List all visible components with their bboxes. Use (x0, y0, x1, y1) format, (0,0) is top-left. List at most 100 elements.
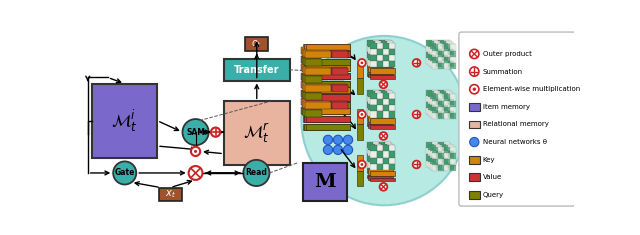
Circle shape (211, 128, 220, 137)
Bar (440, 144, 446, 150)
Bar (432, 148, 438, 154)
Bar (372, 52, 379, 58)
Bar (332, 51, 348, 58)
Bar (303, 59, 349, 65)
Bar (444, 161, 451, 167)
Bar (369, 144, 374, 150)
Bar (381, 47, 387, 54)
Bar (387, 156, 393, 162)
Bar (438, 154, 444, 161)
Bar (385, 148, 391, 154)
Bar (304, 73, 349, 79)
Bar (440, 54, 446, 60)
Bar (369, 54, 374, 60)
Circle shape (358, 59, 365, 67)
Bar (303, 73, 349, 79)
Bar (385, 161, 391, 167)
Circle shape (323, 135, 333, 145)
Bar (303, 75, 321, 82)
Bar (428, 60, 434, 66)
FancyBboxPatch shape (459, 32, 575, 206)
Bar (372, 40, 379, 46)
Bar (450, 107, 456, 113)
Bar (379, 52, 385, 58)
Bar (383, 61, 389, 67)
Bar (381, 150, 387, 156)
Text: Value: Value (483, 174, 502, 180)
Bar (428, 144, 434, 150)
Bar (434, 60, 440, 66)
Bar (432, 142, 438, 148)
Bar (444, 52, 451, 58)
Bar (444, 108, 451, 114)
Text: $\mathcal{M}_t^r$: $\mathcal{M}_t^r$ (243, 121, 270, 145)
Bar (381, 110, 387, 116)
Bar (387, 47, 393, 54)
Bar (387, 110, 393, 116)
Bar (302, 99, 329, 106)
Bar (304, 124, 349, 130)
Bar (379, 161, 385, 167)
Bar (328, 81, 344, 88)
Bar (369, 41, 374, 47)
Bar (434, 150, 440, 156)
Bar (434, 144, 440, 150)
Bar (444, 57, 450, 63)
Bar (436, 111, 442, 118)
Text: $x_t$: $x_t$ (164, 188, 175, 200)
Bar (444, 102, 451, 108)
Bar (374, 98, 381, 104)
Bar (367, 102, 372, 108)
Bar (367, 72, 391, 76)
Bar (429, 164, 436, 170)
Bar (374, 150, 381, 156)
Bar (303, 101, 330, 107)
Bar (444, 142, 451, 148)
Bar (446, 156, 452, 162)
Bar (469, 156, 480, 164)
Bar (444, 51, 450, 57)
Bar (306, 124, 350, 130)
Bar (436, 105, 442, 111)
Bar (374, 41, 381, 47)
Bar (306, 108, 350, 114)
Bar (381, 54, 387, 60)
Bar (450, 94, 456, 101)
Bar (438, 96, 444, 102)
Bar (436, 157, 442, 164)
Bar (446, 150, 452, 156)
Bar (381, 91, 387, 98)
Bar (426, 40, 432, 46)
Bar (376, 164, 383, 170)
Bar (376, 93, 383, 99)
Bar (328, 47, 344, 54)
Bar (438, 101, 444, 107)
Bar (438, 153, 444, 159)
Bar (372, 154, 379, 161)
Bar (376, 105, 383, 111)
Bar (305, 68, 332, 75)
Bar (387, 104, 393, 110)
Bar (444, 107, 450, 113)
Circle shape (380, 81, 387, 88)
Bar (357, 125, 364, 140)
Bar (436, 49, 442, 55)
Bar (440, 150, 446, 156)
Bar (367, 161, 372, 167)
Bar (426, 46, 432, 52)
Circle shape (194, 150, 197, 153)
Bar (438, 63, 444, 69)
Bar (331, 101, 346, 107)
Bar (434, 54, 440, 60)
Circle shape (360, 113, 364, 116)
Bar (438, 57, 444, 63)
Bar (306, 44, 350, 50)
Bar (431, 63, 438, 69)
Bar (369, 104, 374, 110)
Bar (301, 107, 319, 114)
Bar (450, 147, 456, 153)
Bar (438, 94, 444, 101)
Bar (426, 154, 432, 161)
Bar (436, 93, 442, 99)
Bar (372, 46, 379, 52)
